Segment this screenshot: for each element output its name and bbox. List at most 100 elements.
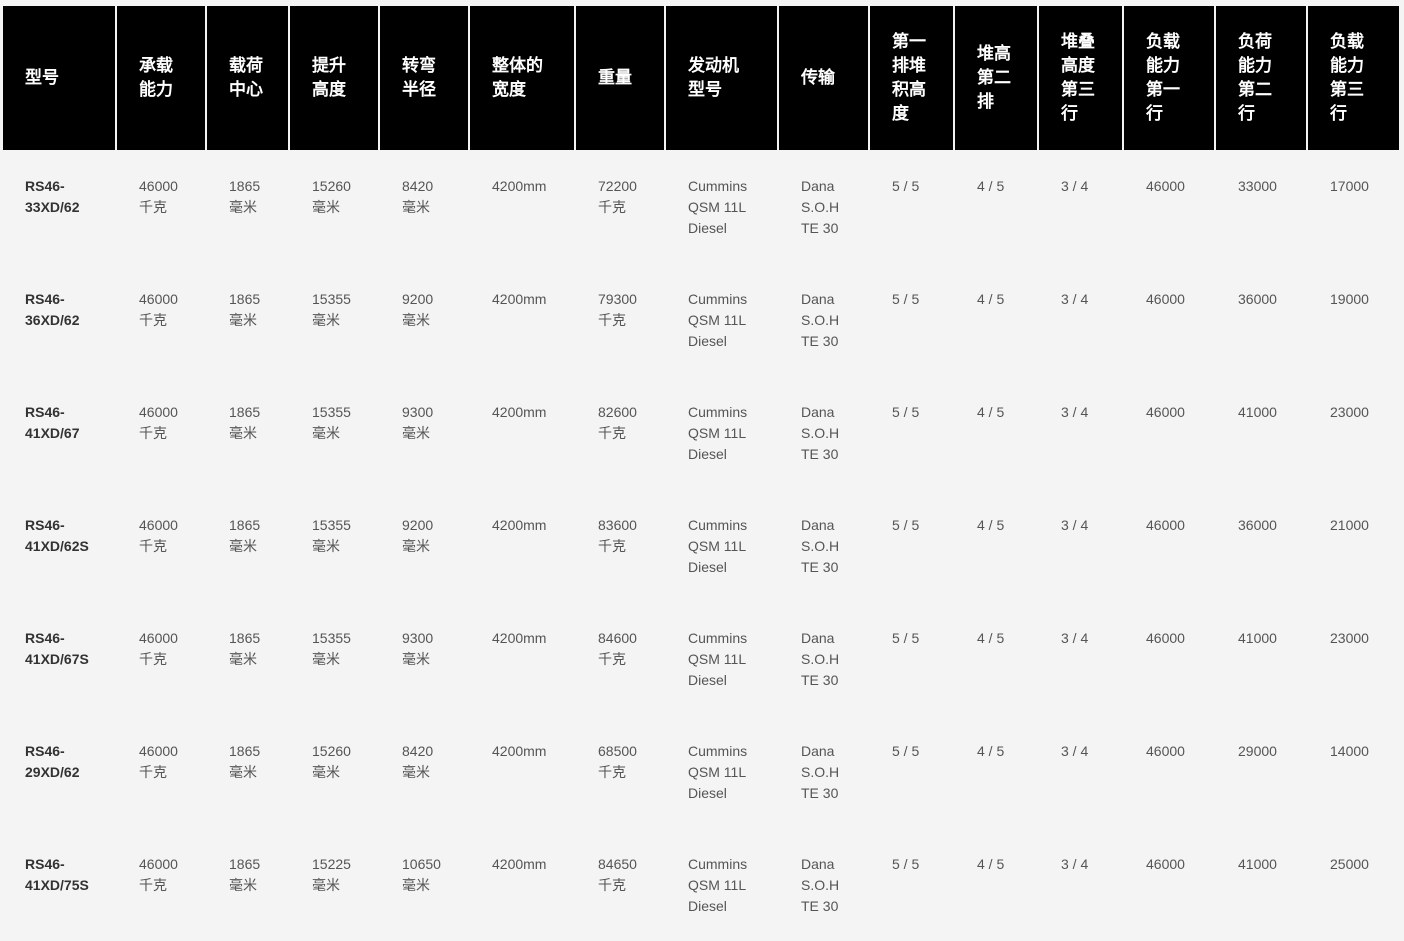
cell-line: 3 / 4 bbox=[1061, 517, 1089, 533]
cell-line: QSM 11L bbox=[688, 425, 747, 441]
column-header-line: 型号 bbox=[25, 68, 59, 87]
cell-line: 1865 bbox=[229, 630, 261, 646]
cell-line: 41XD/67S bbox=[25, 651, 89, 667]
column-header-line: 堆高 bbox=[977, 44, 1011, 63]
table-cell: 4200mm bbox=[470, 602, 576, 715]
cell-line: 毫米 bbox=[312, 199, 340, 215]
cell-line: 毫米 bbox=[229, 877, 257, 893]
table-cell: 41000 bbox=[1216, 602, 1308, 715]
column-header: 负载 能力 第一行 bbox=[1124, 6, 1216, 150]
cell-line: 3 / 4 bbox=[1061, 291, 1089, 307]
table-cell: 4200mm bbox=[470, 715, 576, 828]
table-cell: 5 / 5 bbox=[870, 715, 955, 828]
cell-line: Diesel bbox=[688, 559, 727, 575]
cell-line: S.O.H bbox=[801, 877, 840, 893]
cell-line: 4 / 5 bbox=[977, 291, 1005, 307]
table-cell: 15355 毫米 bbox=[290, 602, 380, 715]
spec-table: 型号 承载 能力 载荷 中心 提升 高度 转弯 半径 整体的 宽度 重量 发动机 型号 传输 第一 排堆 积高度堆… bbox=[3, 6, 1399, 941]
cell-line: S.O.H bbox=[801, 764, 840, 780]
table-cell: 82600 千克 bbox=[576, 376, 666, 489]
cell-line: 5 / 5 bbox=[892, 630, 920, 646]
table-row: RS46- 41XD/62S 46000 千克 1865 毫米 15355 毫米 9200 毫米 4… bbox=[3, 489, 1399, 602]
cell-line: TE 30 bbox=[801, 672, 839, 688]
cell-line: 毫米 bbox=[312, 877, 340, 893]
cell-line: TE 30 bbox=[801, 446, 839, 462]
cell-line: 3 / 4 bbox=[1061, 630, 1089, 646]
cell-line: 4 / 5 bbox=[977, 517, 1005, 533]
cell-line: 4200mm bbox=[492, 630, 547, 646]
table-cell: 15355 毫米 bbox=[290, 489, 380, 602]
cell-line: 4200mm bbox=[492, 404, 547, 420]
table-cell: 46000 bbox=[1124, 828, 1216, 941]
cell-line: 36000 bbox=[1238, 517, 1277, 533]
table-cell: Dana S.O.H TE 30 bbox=[779, 602, 870, 715]
table-cell: 84650 千克 bbox=[576, 828, 666, 941]
cell-line: 46000 bbox=[139, 178, 178, 194]
cell-line: 千克 bbox=[139, 651, 167, 667]
table-cell: Cummins QSM 11L Diesel bbox=[666, 489, 779, 602]
table-cell: 8420 毫米 bbox=[380, 150, 470, 263]
column-header-line: 重量 bbox=[598, 68, 632, 87]
cell-line: Diesel bbox=[688, 446, 727, 462]
column-header-line: 负载 bbox=[1330, 32, 1364, 51]
cell-line: 9300 bbox=[402, 404, 434, 420]
column-header-line: 负载 bbox=[1146, 32, 1180, 51]
cell-line: 21000 bbox=[1330, 517, 1369, 533]
cell-line: RS46- bbox=[25, 856, 65, 872]
cell-line: 15225 bbox=[312, 856, 351, 872]
model-cell: RS46- 29XD/62 bbox=[3, 715, 117, 828]
column-header-line: 行 bbox=[1330, 104, 1347, 123]
table-row: RS46- 41XD/67 46000 千克 1865 毫米 15355 毫米 9300 毫米 42… bbox=[3, 376, 1399, 489]
column-header-line: 承载 bbox=[139, 56, 173, 75]
model-cell: RS46- 33XD/62 bbox=[3, 150, 117, 263]
cell-line: 千克 bbox=[598, 425, 626, 441]
cell-line: QSM 11L bbox=[688, 199, 747, 215]
column-header-line: 发动机 bbox=[688, 56, 739, 75]
column-header-line: 堆叠 bbox=[1061, 32, 1095, 51]
table-cell: 68500 千克 bbox=[576, 715, 666, 828]
cell-line: 3 / 4 bbox=[1061, 404, 1089, 420]
cell-line: 千克 bbox=[139, 312, 167, 328]
cell-line: 4200mm bbox=[492, 743, 547, 759]
table-cell: 46000 bbox=[1124, 263, 1216, 376]
cell-line: 3 / 4 bbox=[1061, 178, 1089, 194]
cell-line: 79300 bbox=[598, 291, 637, 307]
cell-line: 46000 bbox=[139, 291, 178, 307]
cell-line: 千克 bbox=[139, 199, 167, 215]
table-row: RS46- 41XD/75S 46000 千克 1865 毫米 15225 毫米 10650 毫米… bbox=[3, 828, 1399, 941]
cell-line: 千克 bbox=[139, 877, 167, 893]
cell-line: 29000 bbox=[1238, 743, 1277, 759]
cell-line: Dana bbox=[801, 291, 835, 307]
cell-line: 15355 bbox=[312, 630, 351, 646]
table-cell: 1865 毫米 bbox=[207, 602, 290, 715]
column-header-line: 负荷 bbox=[1238, 32, 1272, 51]
column-header: 整体的 宽度 bbox=[470, 6, 576, 150]
table-cell: 3 / 4 bbox=[1039, 376, 1124, 489]
cell-line: 46000 bbox=[1146, 178, 1185, 194]
cell-line: 14000 bbox=[1330, 743, 1369, 759]
cell-line: 千克 bbox=[598, 538, 626, 554]
column-header-line: 能力 bbox=[1330, 56, 1364, 75]
column-header: 转弯 半径 bbox=[380, 6, 470, 150]
cell-line: 41000 bbox=[1238, 404, 1277, 420]
cell-line: 15260 bbox=[312, 178, 351, 194]
table-cell: Dana S.O.H TE 30 bbox=[779, 489, 870, 602]
table-cell: Dana S.O.H TE 30 bbox=[779, 828, 870, 941]
model-cell: RS46- 36XD/62 bbox=[3, 263, 117, 376]
cell-line: 千克 bbox=[139, 764, 167, 780]
cell-line: 19000 bbox=[1330, 291, 1369, 307]
cell-line: 3 / 4 bbox=[1061, 856, 1089, 872]
table-cell: 10650 毫米 bbox=[380, 828, 470, 941]
cell-line: 41XD/75S bbox=[25, 877, 89, 893]
column-header-line: 行 bbox=[1146, 104, 1163, 123]
cell-line: 4200mm bbox=[492, 178, 547, 194]
cell-line: 毫米 bbox=[402, 425, 430, 441]
cell-line: 33000 bbox=[1238, 178, 1277, 194]
table-cell: Cummins QSM 11L Diesel bbox=[666, 376, 779, 489]
cell-line: TE 30 bbox=[801, 333, 839, 349]
cell-line: Dana bbox=[801, 630, 835, 646]
column-header-line: 第一 bbox=[892, 32, 926, 51]
table-cell: 9200 毫米 bbox=[380, 263, 470, 376]
cell-line: 46000 bbox=[1146, 291, 1185, 307]
column-header-line: 行 bbox=[1061, 104, 1078, 123]
